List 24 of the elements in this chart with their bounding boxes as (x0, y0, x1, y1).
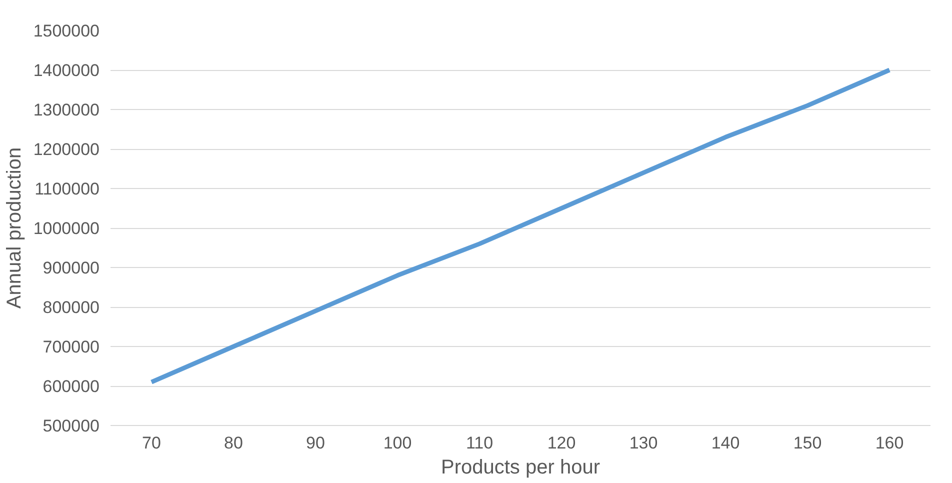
y-tick-label: 500000 (42, 416, 100, 436)
x-tick-label: 90 (306, 434, 325, 452)
x-tick-label: 110 (466, 434, 494, 452)
x-tick-label: 130 (629, 434, 658, 452)
y-tick-label: 1200000 (33, 140, 100, 159)
x-tick-label: 150 (793, 434, 822, 452)
y-tick-label: 1400000 (33, 61, 100, 80)
x-axis-title: Products per hour (441, 456, 600, 478)
x-tick-label: 160 (875, 434, 904, 452)
x-tick-label: 100 (383, 434, 412, 452)
y-axis-title: Annual production (3, 147, 26, 309)
y-tick-label: 600000 (42, 377, 100, 396)
x-tick-label: 140 (711, 434, 740, 452)
y-tick-label: 800000 (42, 298, 100, 317)
y-tick-label: 700000 (42, 338, 100, 356)
y-tick-label: 1300000 (33, 100, 100, 120)
y-tick-label: 1500000 (33, 22, 100, 40)
y-tick-label: 1000000 (33, 219, 100, 238)
x-tick-label: 120 (547, 434, 576, 452)
y-tick-label: 1100000 (34, 180, 100, 198)
y-tick-label: 900000 (42, 258, 100, 278)
x-tick-label: 70 (142, 434, 161, 452)
line-series (149, 68, 892, 384)
x-tick-label: 80 (224, 434, 243, 452)
